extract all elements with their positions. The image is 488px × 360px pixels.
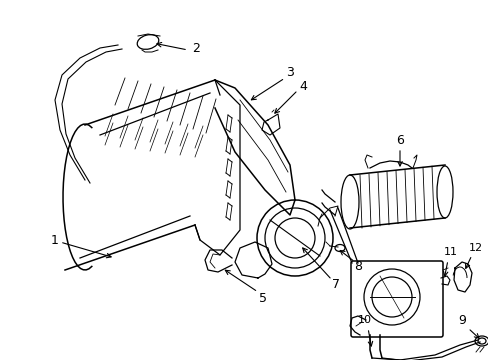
- Text: 4: 4: [299, 80, 306, 93]
- Text: 1: 1: [51, 234, 59, 247]
- Text: 7: 7: [331, 279, 339, 292]
- Text: 8: 8: [353, 261, 361, 274]
- Text: 2: 2: [192, 41, 200, 54]
- Text: 5: 5: [259, 292, 266, 305]
- Text: 9: 9: [457, 314, 465, 327]
- Text: 11: 11: [443, 247, 457, 257]
- Text: 12: 12: [468, 243, 482, 253]
- Text: 6: 6: [395, 134, 403, 147]
- Text: 10: 10: [357, 315, 371, 325]
- Text: 3: 3: [285, 67, 293, 80]
